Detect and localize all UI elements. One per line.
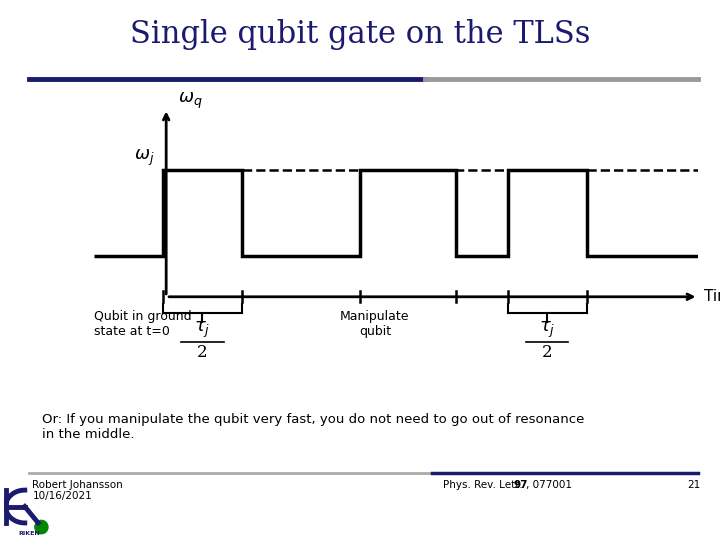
Text: , 077001: , 077001 xyxy=(526,480,572,490)
Text: 2: 2 xyxy=(542,345,552,361)
Text: Single qubit gate on the TLSs: Single qubit gate on the TLSs xyxy=(130,19,590,50)
Text: Phys. Rev. Lett.: Phys. Rev. Lett. xyxy=(443,480,526,490)
Text: $\tau_j$: $\tau_j$ xyxy=(194,320,211,340)
Text: Robert Johansson
10/16/2021: Robert Johansson 10/16/2021 xyxy=(32,480,123,501)
Text: RIKEN: RIKEN xyxy=(18,531,40,536)
Text: Time: Time xyxy=(704,289,720,304)
Text: $\tau_j$: $\tau_j$ xyxy=(539,320,555,340)
Text: Manipulate
qubit: Manipulate qubit xyxy=(340,310,410,339)
Text: 2: 2 xyxy=(197,345,208,361)
Text: Or: If you manipulate the qubit very fast, you do not need to go out of resonanc: Or: If you manipulate the qubit very fas… xyxy=(42,413,585,441)
Text: Qubit in ground
state at t=0: Qubit in ground state at t=0 xyxy=(94,310,192,339)
Text: $\omega_j$: $\omega_j$ xyxy=(133,147,154,167)
Text: $\omega_q$: $\omega_q$ xyxy=(179,91,203,111)
Text: 97: 97 xyxy=(513,480,528,490)
Circle shape xyxy=(35,521,48,534)
Text: 21: 21 xyxy=(688,480,701,490)
